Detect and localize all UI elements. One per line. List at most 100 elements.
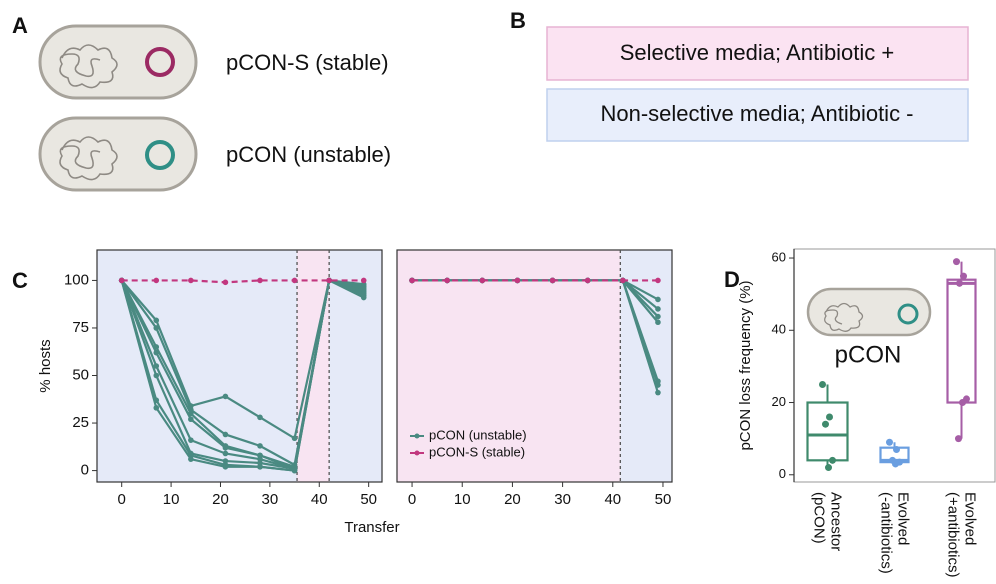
- x-tick-label: Evolved(-antibiotics): [878, 492, 912, 574]
- point: [826, 413, 833, 421]
- point: [222, 463, 229, 470]
- point: [291, 435, 298, 442]
- annotation: pCON: [835, 341, 902, 368]
- region: [97, 250, 298, 482]
- cell-label: pCON (unstable): [226, 142, 391, 167]
- point: [222, 450, 229, 457]
- y-tick-label: 50: [72, 366, 89, 383]
- y-tick-label: 75: [72, 319, 89, 336]
- point: [409, 277, 415, 284]
- box: [806, 401, 849, 462]
- legend-dot: [414, 450, 420, 456]
- point: [153, 277, 160, 284]
- point: [153, 349, 160, 356]
- media-box: [546, 88, 969, 142]
- point: [257, 414, 263, 421]
- point: [222, 444, 229, 451]
- point: [153, 405, 160, 411]
- y-tick-label: 0: [81, 462, 89, 479]
- point: [360, 277, 367, 284]
- point: [479, 277, 486, 284]
- cell-label: pCON-S (stable): [226, 50, 389, 75]
- y-tick-label: 40: [772, 322, 786, 337]
- point: [188, 456, 194, 462]
- media-box: [546, 26, 969, 81]
- region: [397, 250, 621, 482]
- point: [153, 363, 160, 369]
- point: [886, 438, 893, 446]
- point: [444, 277, 450, 284]
- x-tick-label: Ancestor(pCON): [811, 492, 845, 551]
- x-tick-label: 30: [554, 491, 571, 508]
- point: [959, 399, 966, 407]
- x-tick-label: 40: [311, 491, 328, 508]
- point: [326, 277, 332, 284]
- legend-dot: [414, 433, 420, 439]
- y-tick-label: 20: [772, 394, 786, 409]
- point: [291, 467, 298, 474]
- point: [655, 313, 661, 320]
- y-axis-label: pCON loss frequency (%): [737, 280, 754, 450]
- point: [655, 389, 661, 396]
- y-axis-label: % hosts: [37, 339, 54, 392]
- panel-label: D: [724, 267, 740, 292]
- x-tick-label: 0: [408, 491, 416, 508]
- point: [893, 445, 900, 453]
- point: [514, 277, 521, 284]
- point: [655, 319, 661, 326]
- point: [953, 258, 960, 266]
- x-tick-label: Evolved(+antibiotics): [945, 492, 979, 577]
- point: [153, 372, 160, 379]
- point: [222, 393, 229, 400]
- y-tick-label: 25: [72, 414, 89, 431]
- y-tick-label: 60: [772, 249, 786, 264]
- point: [188, 416, 194, 423]
- media-label: Non-selective media; Antibiotic -: [600, 101, 913, 126]
- point: [822, 420, 829, 428]
- cell-unstable: [38, 116, 198, 192]
- y-tick-label: 100: [64, 271, 89, 288]
- panel-label: C: [12, 268, 28, 293]
- point: [819, 380, 826, 388]
- x-tick-label: 40: [604, 491, 621, 508]
- point: [955, 435, 962, 443]
- cell-stable: [38, 24, 198, 100]
- panel-label: B: [510, 8, 526, 33]
- legend-label: pCON (unstable): [429, 427, 527, 442]
- media-label: Selective media; Antibiotic +: [620, 40, 895, 65]
- x-tick-label: 50: [655, 491, 672, 508]
- series-line: [120, 279, 364, 472]
- plot-frame: [396, 249, 673, 483]
- box: [946, 278, 977, 404]
- point: [257, 443, 263, 449]
- legend-label: pCON-S (stable): [429, 444, 525, 459]
- point: [257, 277, 263, 284]
- point: [257, 463, 263, 470]
- x-tick-label: 20: [504, 491, 521, 508]
- point: [584, 277, 591, 284]
- plot-frame: [96, 249, 383, 483]
- point: [825, 464, 832, 472]
- point: [291, 277, 298, 284]
- x-tick-label: 30: [262, 491, 279, 508]
- point: [620, 277, 626, 284]
- x-tick-label: 10: [163, 491, 180, 508]
- point: [960, 272, 967, 280]
- point: [188, 277, 194, 284]
- point: [549, 277, 556, 284]
- point: [188, 437, 194, 443]
- point: [153, 317, 160, 324]
- point: [655, 306, 661, 312]
- x-axis-label: Transfer: [344, 519, 399, 536]
- point: [360, 292, 367, 299]
- inset-cell: [806, 287, 932, 337]
- series-line: [121, 279, 364, 284]
- panel-label: A: [12, 13, 28, 38]
- x-tick-label: 10: [454, 491, 471, 508]
- point: [153, 325, 160, 331]
- x-tick-label: 20: [212, 491, 229, 508]
- point: [118, 277, 125, 284]
- x-tick-label: 0: [118, 491, 126, 508]
- point: [892, 460, 899, 468]
